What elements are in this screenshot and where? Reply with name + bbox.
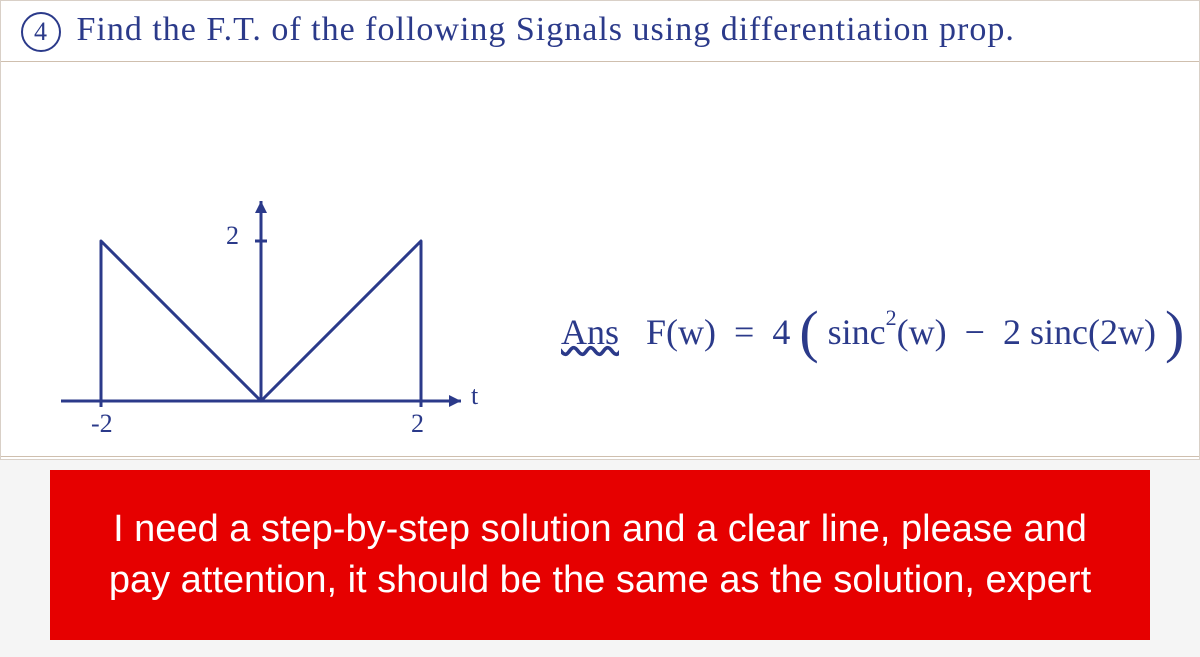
x-axis-arrow <box>449 395 461 407</box>
t-label: t <box>471 381 478 411</box>
instruction-banner: I need a step-by-step solution and a cle… <box>50 470 1150 640</box>
question-body: Find the F.T. of the following Signals u… <box>77 11 1015 48</box>
graph-svg <box>61 181 481 441</box>
y-axis-arrow <box>255 201 267 213</box>
term1-base: sinc <box>828 312 886 352</box>
x-label-neg2: -2 <box>91 409 113 439</box>
term2-arg: (2w) <box>1088 312 1156 352</box>
rule-line <box>1 61 1199 62</box>
paper-region: 4 Find the F.T. of the following Signals… <box>0 0 1200 460</box>
x-label-pos2: 2 <box>411 409 424 439</box>
term2-base: sinc <box>1030 312 1088 352</box>
answer-expression: Ans F(w) = 4 ( sinc2(w) − 2 sinc(2w) ) <box>561 311 1184 353</box>
term1-arg: (w) <box>897 312 947 352</box>
open-paren: ( <box>799 299 818 364</box>
signal-graph: 2 -2 2 t <box>61 181 481 441</box>
rule-line <box>1 456 1199 457</box>
ans-lhs: F(w) <box>646 312 716 352</box>
ans-prefix: Ans <box>561 312 619 352</box>
term2-coeff: 2 <box>1003 312 1021 352</box>
y-label-2: 2 <box>226 221 239 251</box>
question-text: 4 Find the F.T. of the following Signals… <box>21 11 1015 52</box>
question-number: 4 <box>21 12 61 52</box>
banner-text: I need a step-by-step solution and a cle… <box>80 504 1120 607</box>
close-paren: ) <box>1165 299 1184 364</box>
ans-coeff: 4 <box>772 312 790 352</box>
minus: − <box>965 312 985 352</box>
term1-exp: 2 <box>886 305 897 330</box>
